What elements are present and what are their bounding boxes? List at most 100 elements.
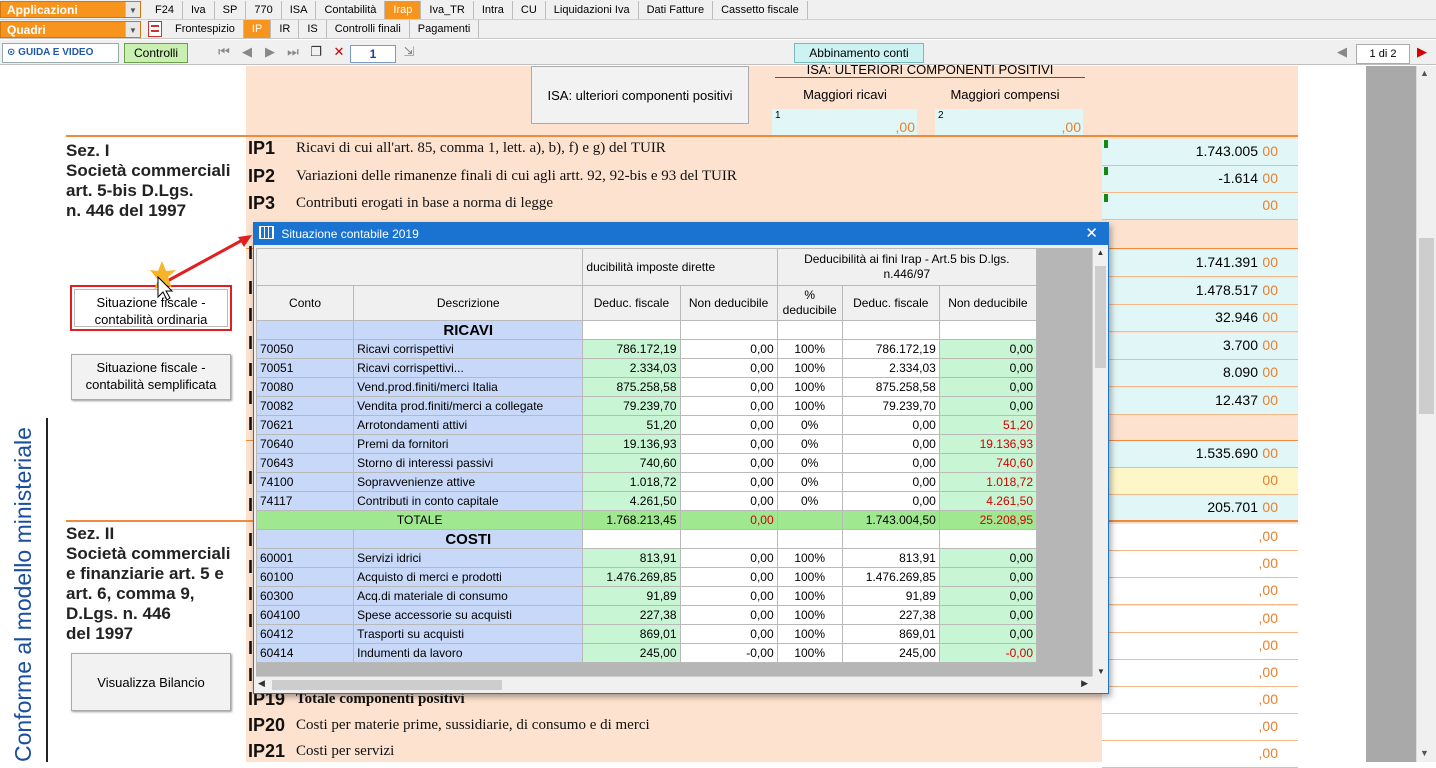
table-row[interactable]: 74117 Contributi in conto capitale 4.261,5… (256, 491, 1038, 511)
situazione-ordinaria-button[interactable]: Situazione fiscale - contabilità ordinar… (74, 289, 228, 327)
menu-tab-cassetto-fiscale[interactable]: Cassetto fiscale (713, 1, 808, 19)
table-vscrollbar[interactable]: ▲ ▼ (1092, 248, 1108, 676)
new-page-icon[interactable]: ❐ (310, 44, 322, 59)
vscroll-thumb[interactable] (1095, 266, 1106, 368)
menu-tab-liquidazioni-iva[interactable]: Liquidazioni Iva (546, 1, 639, 19)
scroll-right-icon[interactable]: ▶ (1081, 678, 1088, 688)
deduc-fiscale-cell: 786.172,19 (582, 339, 681, 359)
table-row[interactable]: 70082 Vendita prod.finiti/merci a collega… (256, 396, 1038, 416)
menu-tab-sp[interactable]: SP (215, 1, 247, 19)
table-row[interactable]: 74100 Sopravvenienze attive 1.018,72 0,00 0%… (256, 472, 1038, 492)
last-page-icon[interactable]: ⏭ (287, 44, 299, 59)
table-row[interactable]: 60414 Indumenti da lavoro 245,00 -0,00 100% 2… (256, 643, 1038, 663)
ip3-value-field[interactable]: 00 (1102, 193, 1298, 220)
page-number-field[interactable]: 1 (350, 45, 396, 63)
guida-video-button[interactable]: ⊙ GUIDA E VIDEO (2, 43, 119, 63)
ip-value-field[interactable]: ,00 (1102, 687, 1298, 714)
table-row[interactable]: 70640 Premi da fornitori 19.136,93 0,00 0% 0,… (256, 434, 1038, 454)
ip-value-field[interactable]: 00 (1102, 468, 1298, 495)
table-row[interactable]: 60001 Servizi idrici 813,91 0,00 100% 813,91 0… (256, 548, 1038, 568)
next-page-icon[interactable]: ▶ (265, 44, 275, 59)
table-row[interactable]: 60412 Trasporti su acquisti 869,01 0,00 100%… (256, 624, 1038, 644)
table-row[interactable]: 70050 Ricavi corrispettivi 786.172,19 0,00 1… (256, 339, 1038, 359)
ip-value-field[interactable]: 1.741.391 00 (1102, 250, 1298, 277)
goto-page-icon[interactable]: ⇲ (403, 44, 415, 59)
table-row[interactable]: 70643 Storno di interessi passivi 740,60 0,… (256, 453, 1038, 473)
abbinamento-conti-button[interactable]: Abbinamento conti (794, 43, 924, 63)
scroll-thumb[interactable] (1419, 238, 1434, 414)
ip-value-field[interactable]: 1.535.690 00 (1102, 441, 1298, 468)
first-page-icon[interactable]: ⏮ (218, 44, 230, 59)
table-hscrollbar[interactable]: ◀ ▶ (256, 676, 1092, 692)
applicazioni-combo[interactable]: Applicazioni ▼ (0, 1, 141, 18)
pdf-icon[interactable] (148, 21, 162, 37)
menu-tab-contabilit-[interactable]: Contabilità (316, 1, 386, 19)
quadro-tab-ir[interactable]: IR (271, 20, 300, 38)
controlli-button[interactable]: Controlli (124, 43, 188, 63)
close-icon[interactable]: ✕ (1085, 225, 1098, 242)
ip-value: 1.535.690 (1195, 445, 1258, 461)
ip1-value-field[interactable]: 1.743.005 00 (1102, 139, 1298, 166)
page-scrollbar[interactable]: ▲ ▼ (1416, 66, 1436, 762)
menu-tab-cu[interactable]: CU (513, 1, 546, 19)
next-icon[interactable]: ▶ (1417, 44, 1427, 59)
scroll-down-icon[interactable]: ▼ (1420, 748, 1429, 758)
ip-value-field[interactable]: ,00 (1102, 633, 1298, 660)
ip-value: 205.701 (1207, 499, 1258, 515)
ip-value-field[interactable]: ,00 (1102, 578, 1298, 605)
maggiori-compensi-field[interactable]: 2 ,00 (935, 109, 1083, 135)
zeros: 00 (1262, 282, 1278, 298)
ip-value-field[interactable]: ,00 (1102, 660, 1298, 687)
prev-icon[interactable]: ◀ (1337, 44, 1347, 59)
quadro-tab-ip[interactable]: IP (243, 20, 272, 38)
menu-tab-irap[interactable]: Irap (385, 1, 422, 19)
table-row[interactable]: 60300 Acq.di materiale di consumo 91,89 0,0… (256, 586, 1038, 606)
visualizza-bilancio-button[interactable]: Visualizza Bilancio (71, 653, 231, 711)
isa-button[interactable]: ISA: ulteriori componenti positivi (531, 66, 749, 124)
non-deducibile-cell: 0,00 (679, 491, 778, 511)
quadro-tab-controlli-finali[interactable]: Controlli finali (327, 20, 410, 38)
ip-value-field[interactable]: ,00 (1102, 524, 1298, 551)
menu-tab-isa[interactable]: ISA (282, 1, 317, 19)
ip-value-field[interactable]: 205.701 00 (1102, 495, 1298, 522)
menu-tab-f24[interactable]: F24 (147, 1, 183, 19)
chevron-down-icon[interactable]: ▼ (125, 2, 140, 17)
table-row[interactable]: 60100 Acquisto di merci e prodotti 1.476.2… (256, 567, 1038, 587)
delete-page-icon[interactable]: ✕ (333, 44, 345, 59)
scroll-down-icon[interactable]: ▼ (1097, 667, 1105, 676)
prev-page-icon[interactable]: ◀ (242, 44, 252, 59)
ip-value-field[interactable]: 32.946 00 (1102, 305, 1298, 332)
quadro-tab-pagamenti[interactable]: Pagamenti (410, 20, 480, 38)
menu-tab-dati-fatture[interactable]: Dati Fatture (639, 1, 714, 19)
quadri-combo[interactable]: Quadri ▼ (0, 21, 141, 38)
ip-value-field[interactable]: ,00 (1102, 606, 1298, 633)
ip-value-field[interactable]: ,00 (1102, 551, 1298, 578)
menu-tab-770[interactable]: 770 (246, 1, 282, 19)
ip-value-field[interactable]: 8.090 00 (1102, 360, 1298, 387)
scroll-up-icon[interactable]: ▲ (1420, 68, 1429, 78)
hscroll-thumb[interactable] (272, 680, 502, 690)
scroll-up-icon[interactable]: ▲ (1096, 248, 1105, 257)
ip-value-field[interactable]: 12.437 00 (1102, 388, 1298, 415)
non-deducibile-cell: 0,00 (679, 548, 778, 568)
table-row[interactable]: 70621 Arrotondamenti attivi 51,20 0,00 0% 0,0… (256, 415, 1038, 435)
quadro-tab-frontespizio[interactable]: Frontespizio (167, 20, 244, 38)
ip2-value-field[interactable]: -1.614 00 (1102, 166, 1298, 193)
situazione-semplificata-button[interactable]: Situazione fiscale - contabilità semplif… (71, 354, 231, 400)
menu-tab-iva-tr[interactable]: Iva_TR (421, 1, 474, 19)
menu-tab-iva[interactable]: Iva (183, 1, 215, 19)
quadro-tab-is[interactable]: IS (299, 20, 327, 38)
table-row[interactable]: 70080 Vend.prod.finiti/merci Italia 875.25… (256, 377, 1038, 397)
irap-non-deducibile-cell: 0,00 (938, 548, 1038, 568)
chevron-down-icon[interactable]: ▼ (125, 22, 140, 37)
ip-value-field[interactable]: 1.478.517 00 (1102, 278, 1298, 305)
menu-tab-intra[interactable]: Intra (474, 1, 513, 19)
ip-value-field[interactable]: ,00 (1102, 741, 1298, 768)
maggiori-ricavi-field[interactable]: 1 ,00 (772, 109, 917, 135)
ip-value-field[interactable]: 3.700 00 (1102, 333, 1298, 360)
scroll-left-icon[interactable]: ◀ (258, 678, 265, 688)
table-row[interactable]: 70051 Ricavi corrispettivi... 2.334,03 0,00… (256, 358, 1038, 378)
ip-value-field[interactable]: ,00 (1102, 714, 1298, 741)
table-row[interactable]: 604100 Spese accessorie su acquisti 227,38… (256, 605, 1038, 625)
deduc-fiscale-cell: 245,00 (582, 643, 681, 663)
